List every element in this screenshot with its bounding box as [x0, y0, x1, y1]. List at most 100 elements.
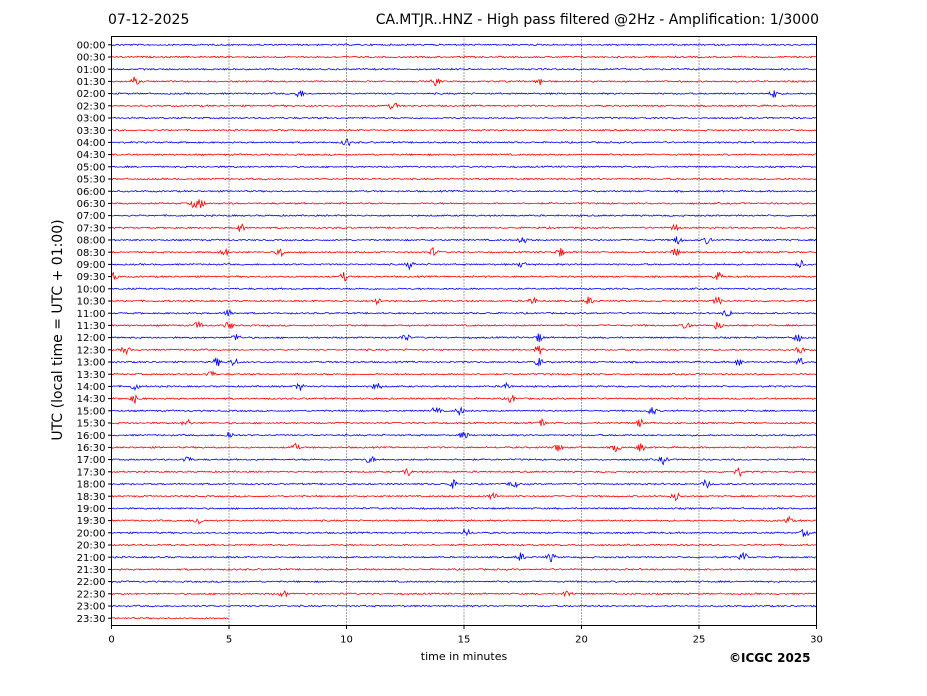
trace-0730 [111, 223, 817, 232]
trace-0230 [111, 102, 817, 110]
trace-1200 [111, 333, 817, 343]
y-tick-label: 15:00 [77, 406, 106, 417]
y-tick-label: 03:30 [77, 126, 106, 137]
trace-1700 [111, 455, 817, 466]
x-axis: 0 5 10 15 20 25 30 [108, 625, 823, 646]
trace-2230 [111, 590, 817, 598]
chart-title: CA.MTJR..HNZ - High pass filtered @2Hz -… [375, 12, 819, 28]
y-tick-label: 07:00 [77, 211, 106, 222]
y-tick-label: 02:00 [77, 89, 106, 100]
trace-0930 [111, 271, 817, 282]
trace-1330 [111, 370, 817, 377]
trace-0300 [111, 116, 817, 120]
x-tick-label: 15 [458, 635, 471, 646]
y-tick-label: 17:00 [77, 455, 106, 466]
y-tick-label: 06:00 [77, 187, 106, 198]
trace-1000 [111, 287, 817, 291]
trace-1900 [111, 506, 817, 510]
trace-1030 [111, 295, 817, 306]
trace-2130 [111, 567, 817, 571]
trace-1500 [111, 406, 817, 416]
y-tick-label: 02:30 [77, 101, 106, 112]
y-tick-label: 13:00 [77, 358, 106, 369]
trace-1100 [111, 309, 817, 317]
trace-1130 [111, 321, 817, 330]
x-tick-label: 5 [226, 635, 232, 646]
trace-1930 [111, 515, 817, 525]
trace-1600 [111, 431, 817, 439]
trace-0000 [111, 43, 817, 47]
trace-1730 [111, 467, 817, 478]
y-tick-label: 21:30 [77, 565, 106, 576]
y-tick-label: 00:30 [77, 53, 106, 64]
y-tick-label: 20:00 [77, 528, 106, 539]
trace-0430 [111, 153, 817, 157]
y-tick-label: 10:30 [77, 297, 106, 308]
y-tick-label: 09:30 [77, 272, 106, 283]
y-tick-label: 16:00 [77, 431, 106, 442]
y-tick-label: 12:30 [77, 345, 106, 356]
y-tick-label: 19:00 [77, 504, 106, 515]
x-tick-label: 20 [575, 635, 588, 646]
y-tick-label: 04:00 [77, 138, 106, 149]
trace-0630 [111, 199, 817, 209]
y-tick-label: 15:30 [77, 419, 106, 430]
y-tick-label: 17:30 [77, 467, 106, 478]
y-tick-label: 23:00 [77, 602, 106, 613]
trace-0130 [111, 76, 817, 87]
x-axis-label: time in minutes [420, 650, 508, 663]
trace-2200 [111, 580, 817, 584]
trace-0100 [111, 67, 817, 71]
y-tick-label: 20:30 [77, 541, 106, 552]
trace-2000 [111, 527, 817, 537]
trace-0500 [111, 165, 817, 169]
trace-1300 [111, 357, 817, 367]
y-tick-label: 07:30 [77, 223, 106, 234]
trace-1830 [111, 491, 817, 502]
y-tick-label: 06:30 [77, 199, 106, 210]
x-tick-label: 30 [810, 635, 823, 646]
seismic-traces [111, 43, 817, 620]
date-label: 07-12-2025 [108, 12, 190, 28]
y-tick-label: 05:00 [77, 162, 106, 173]
copyright-label: ©ICGC 2025 [729, 651, 811, 665]
y-tick-label: 12:00 [77, 333, 106, 344]
y-tick-label: 09:00 [77, 260, 106, 271]
trace-0030 [111, 55, 817, 59]
y-tick-label: 23:30 [77, 614, 106, 625]
y-tick-label: 13:30 [77, 370, 106, 381]
trace-0330 [111, 128, 817, 132]
trace-1630 [111, 442, 817, 453]
trace-0600 [111, 189, 817, 193]
trace-1430 [111, 394, 817, 404]
y-tick-label: 16:30 [77, 443, 106, 454]
trace-2030 [111, 543, 817, 547]
y-tick-label: 00:00 [77, 40, 106, 51]
y-tick-label: 08:30 [77, 248, 106, 259]
y-tick-label: 22:00 [77, 577, 106, 588]
trace-0400 [111, 138, 817, 147]
x-tick-label: 25 [693, 635, 706, 646]
y-axis-label: UTC (local time = UTC + 01:00) [50, 219, 66, 441]
x-tick-label: 10 [340, 635, 353, 646]
y-tick-label: 11:00 [77, 309, 106, 320]
y-tick-label: 03:00 [77, 114, 106, 125]
y-tick-label: 05:30 [77, 175, 106, 186]
y-tick-label: 22:30 [77, 589, 106, 600]
trace-0200 [111, 89, 817, 98]
trace-2300 [111, 604, 817, 608]
y-tick-label: 18:00 [77, 480, 106, 491]
trace-1800 [111, 478, 817, 489]
trace-2100 [111, 551, 817, 563]
x-tick-label: 0 [108, 635, 114, 646]
y-tick-label: 04:30 [77, 150, 106, 161]
y-tick-label: 01:30 [77, 77, 106, 88]
y-tick-label: 21:00 [77, 553, 106, 564]
trace-1230 [111, 345, 817, 356]
trace-0900 [111, 259, 817, 271]
y-tick-label: 11:30 [77, 321, 106, 332]
vertical-gridlines [228, 36, 700, 626]
